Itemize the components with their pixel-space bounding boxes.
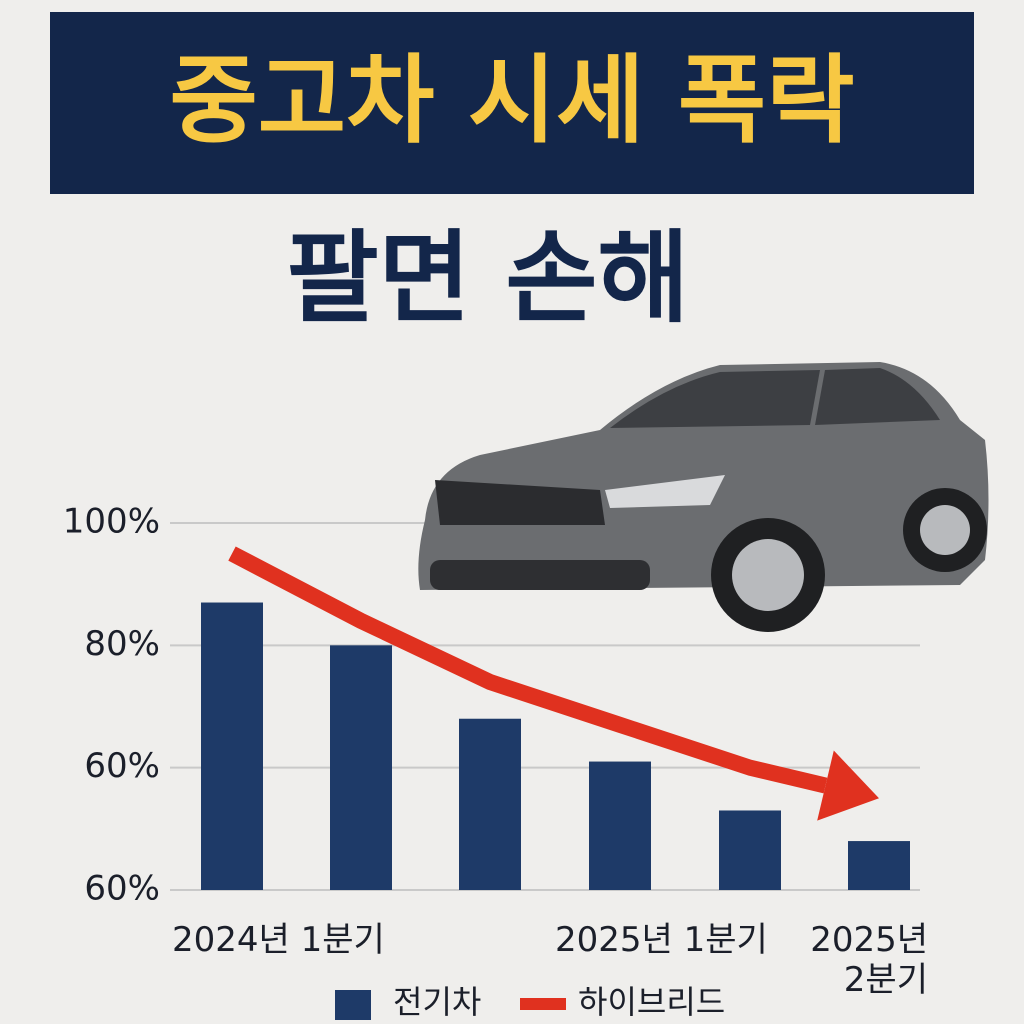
bar bbox=[589, 761, 651, 890]
y-tick-label: 100% bbox=[63, 502, 160, 542]
grid: 100% 80% 60% 60% bbox=[63, 502, 920, 909]
legend-label: 하이브리드 bbox=[578, 983, 725, 1021]
bars bbox=[201, 602, 910, 890]
chart-subtitle: 팔면 손해 bbox=[287, 219, 690, 336]
x-tick-label: 2024년 1분기 bbox=[172, 920, 385, 960]
chart-title: 중고차 시세 폭락 bbox=[169, 44, 854, 156]
y-tick-label: 60% bbox=[84, 869, 160, 909]
bar bbox=[719, 810, 781, 890]
legend-label: 전기차 bbox=[393, 983, 481, 1021]
line-series bbox=[228, 546, 828, 794]
x-tick-label: 2025년 1분기 bbox=[555, 920, 768, 960]
car-illustration bbox=[418, 362, 989, 632]
y-tick-label: 60% bbox=[84, 746, 160, 786]
y-tick-label: 80% bbox=[84, 624, 160, 664]
legend-swatch bbox=[520, 998, 566, 1010]
bar bbox=[330, 645, 392, 890]
arrow-head bbox=[817, 750, 879, 821]
legend: 전기차 하이브리드 bbox=[335, 983, 725, 1021]
bar bbox=[201, 602, 263, 890]
legend-swatch bbox=[335, 990, 371, 1020]
title-banner bbox=[50, 12, 974, 194]
x-tick-label: 2025년 2분기 bbox=[810, 920, 928, 1000]
bar bbox=[459, 718, 521, 890]
bar bbox=[848, 841, 910, 890]
line-layer bbox=[228, 546, 879, 821]
